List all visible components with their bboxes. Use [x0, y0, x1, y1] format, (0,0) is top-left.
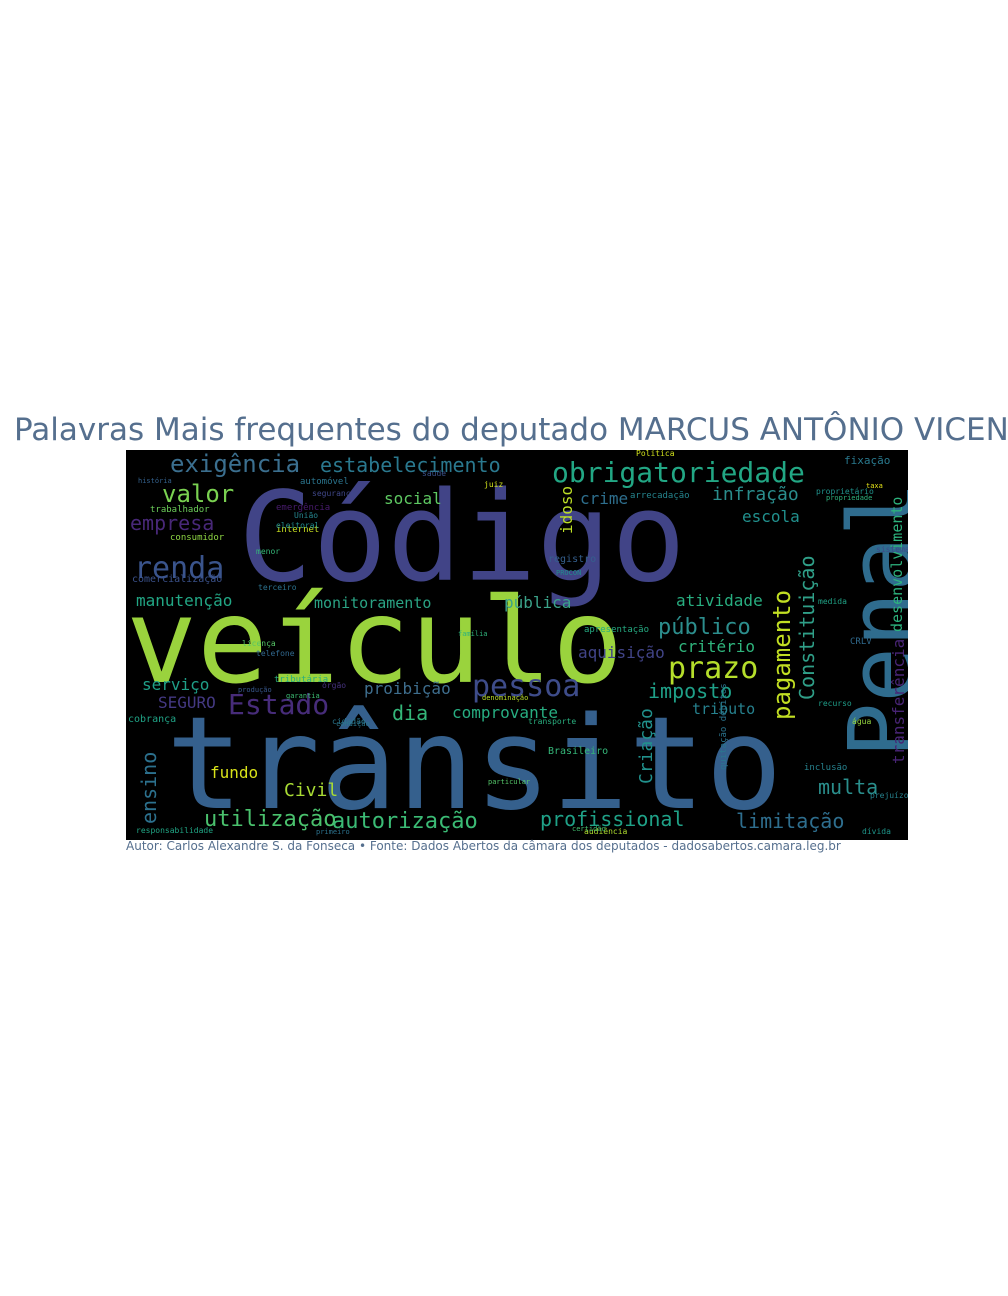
cloud-word: veículo	[126, 572, 623, 710]
cloud-word: aquisição	[578, 643, 665, 662]
cloud-word: escola	[742, 507, 800, 526]
cloud-word: automóvel	[300, 476, 349, 487]
cloud-word: profissional	[540, 807, 685, 831]
cloud-word: SEGURO	[158, 693, 216, 712]
cloud-word: pública	[504, 593, 571, 612]
cloud-word: medida	[818, 597, 847, 606]
cloud-word: estabelecimento	[320, 453, 501, 477]
cloud-word: CRLV	[850, 637, 872, 647]
cloud-word: utilização	[204, 807, 336, 832]
cloud-word: cobrança	[128, 714, 176, 725]
cloud-word: tributo	[692, 700, 755, 718]
cloud-word: crime	[580, 489, 628, 508]
cloud-word: empresa	[130, 511, 214, 535]
cloud-word: imposto	[648, 679, 732, 703]
cloud-word: certidão	[572, 825, 606, 833]
cloud-word: prejuízo	[870, 791, 908, 800]
cloud-word: pessoa	[472, 669, 580, 704]
cloud-word: registro	[548, 554, 596, 565]
cloud-word: inclusão	[804, 763, 847, 773]
cloud-word: União	[294, 511, 318, 520]
cloud-word: história	[138, 477, 172, 485]
cloud-word: Código	[238, 466, 686, 610]
source-caption: Autor: Carlos Alexandre S. da Fonseca • …	[126, 839, 841, 853]
cloud-word: desenvolvimento	[888, 497, 906, 632]
cloud-word: transporte	[528, 717, 576, 726]
cloud-word: primeiro	[316, 828, 350, 836]
cloud-word: consumidor	[170, 533, 225, 543]
cloud-word: denominação	[482, 694, 528, 702]
cloud-word: Estado	[228, 688, 329, 721]
cloud-word: dia	[392, 701, 428, 725]
cloud-word: obrigatoriedade	[552, 456, 805, 489]
cloud-word: PROCON	[556, 569, 581, 577]
cloud-word: tributária	[274, 675, 328, 685]
cloud-word: telefone	[256, 649, 295, 658]
cloud-word: terceiro	[258, 583, 297, 592]
cloud-word: Criação	[636, 708, 657, 784]
cloud-word: autorização	[332, 809, 478, 834]
cloud-word: fundo	[210, 763, 258, 782]
cloud-word: saúde	[422, 469, 446, 478]
cloud-word: particular	[488, 778, 530, 786]
word-cloud: Código veículo trânsito Penal obrigatoriedad…	[126, 450, 908, 840]
cloud-word: Penal	[829, 481, 908, 758]
cloud-word: audiência	[584, 826, 628, 836]
cloud-word: fixação	[844, 454, 890, 467]
cloud-word: valor	[162, 480, 234, 508]
cloud-word: dívida	[862, 827, 891, 836]
cloud-word: prazo	[668, 651, 758, 686]
cloud-word: critério	[678, 637, 755, 656]
cloud-word: trânsito	[166, 690, 783, 839]
cloud-word: arrecadação	[630, 491, 690, 501]
cloud-word: quitação débitos	[718, 683, 729, 770]
cloud-word: manutenção	[136, 591, 232, 610]
cloud-word: garantia	[286, 692, 320, 700]
cloud-word: Constituição	[795, 556, 819, 701]
cloud-word: produção	[238, 686, 272, 694]
cloud-word: sistema	[876, 545, 908, 554]
cloud-word: cidadão	[332, 717, 366, 726]
cloud-word: ensino	[137, 752, 161, 824]
cloud-word: exigência	[170, 450, 300, 478]
cloud-word: taxa	[866, 482, 883, 490]
cloud-word: comercialização	[132, 574, 222, 585]
cloud-word: propriedade	[826, 494, 872, 502]
cloud-word: condição	[336, 720, 370, 728]
cloud-word: responsabilidade	[136, 826, 213, 835]
cloud-word: renda	[134, 551, 224, 586]
cloud-word: licença	[242, 639, 276, 648]
cloud-word: monitoramento	[314, 594, 431, 612]
cloud-word: atividade	[676, 591, 763, 610]
cloud-word: Brasileiro	[548, 746, 608, 757]
cloud-word: água	[852, 717, 871, 726]
cloud-word: eleitoral	[276, 521, 320, 530]
cloud-word: órgão	[322, 680, 346, 690]
chart-title: Palavras Mais frequentes do deputado MAR…	[14, 412, 1008, 448]
cloud-word: recurso	[818, 699, 852, 708]
cloud-word: proibição	[364, 679, 451, 698]
cloud-word: emergência	[276, 502, 330, 513]
cloud-word: comprovante	[452, 703, 558, 722]
cloud-word: idoso	[557, 486, 576, 534]
cloud-word: infração	[712, 484, 799, 505]
cloud-word: social	[384, 489, 442, 508]
cloud-word: família	[458, 630, 488, 638]
cloud-word: apresentação	[584, 625, 649, 635]
cloud-word: público	[658, 615, 751, 640]
cloud-word: proprietário	[816, 487, 874, 496]
cloud-word: juiz	[484, 480, 503, 489]
cloud-word: pagamento	[768, 590, 796, 720]
cloud-word: menor	[256, 547, 280, 556]
cloud-word: Civil	[284, 780, 338, 801]
cloud-word: Política	[636, 450, 675, 458]
cloud-word: internet	[276, 525, 319, 535]
cloud-word: segurança	[312, 489, 356, 498]
cloud-word: serviço	[142, 675, 209, 694]
cloud-word: limitação	[736, 809, 844, 833]
cloud-word: trabalhador	[150, 505, 210, 515]
cloud-word: transferência	[889, 639, 908, 764]
cloud-word: multa	[818, 775, 878, 799]
